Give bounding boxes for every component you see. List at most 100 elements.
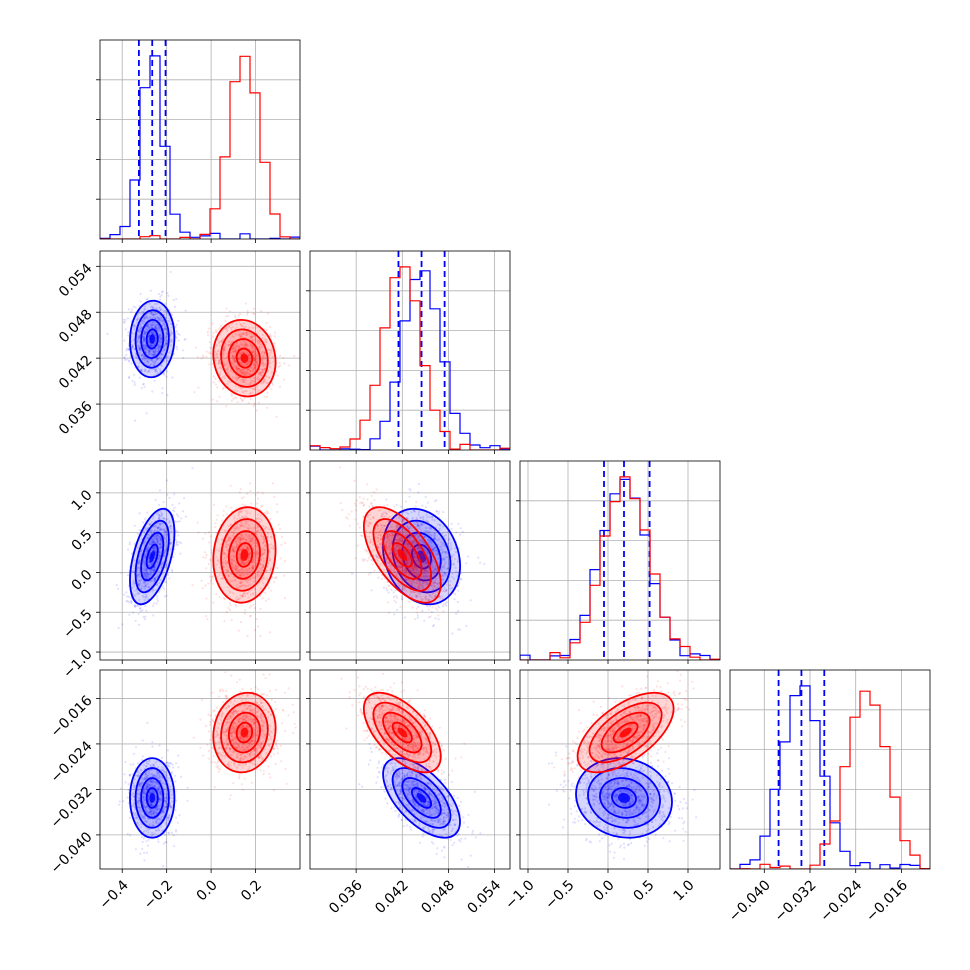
scatter-point <box>241 398 244 402</box>
scatter-point <box>160 538 163 542</box>
scatter-point <box>162 322 165 325</box>
scatter-point <box>240 335 243 338</box>
scatter-point <box>206 331 209 334</box>
scatter-point <box>158 582 161 585</box>
scatter-point <box>146 582 149 586</box>
scatter-point <box>153 577 157 580</box>
scatter-point <box>154 347 158 350</box>
scatter-point <box>145 552 148 555</box>
scatter-point <box>261 492 264 495</box>
scatter-point <box>238 538 242 541</box>
scatter-point <box>235 367 238 370</box>
scatter-point <box>262 380 265 383</box>
scatter-point <box>250 604 253 608</box>
scatter-point <box>235 586 239 589</box>
scatter-point <box>263 537 266 540</box>
scatter-point <box>255 552 258 555</box>
scatter-point <box>155 538 158 541</box>
scatter-point <box>216 355 219 358</box>
scatter-point <box>238 358 241 361</box>
scatter-point <box>232 350 235 353</box>
scatter-point <box>139 312 142 315</box>
scatter-point <box>260 343 263 346</box>
scatter-point <box>246 351 249 355</box>
scatter-point <box>212 381 215 384</box>
scatter-point <box>157 292 161 296</box>
scatter-point <box>244 585 248 588</box>
scatter-point <box>148 353 151 356</box>
scatter-point <box>226 355 229 358</box>
scatter-point <box>139 607 142 610</box>
scatter-point <box>220 368 224 371</box>
scatter-point <box>252 368 255 371</box>
scatter-point <box>260 504 264 507</box>
scatter-point <box>167 573 170 576</box>
scatter-point <box>149 571 152 574</box>
scatter-point <box>245 334 248 337</box>
scatter-point <box>161 513 164 516</box>
scatter-point <box>262 563 265 566</box>
scatter-point <box>153 577 156 581</box>
scatter-point <box>171 509 175 512</box>
scatter-point <box>178 520 181 523</box>
scatter-point <box>354 557 357 560</box>
scatter-point <box>235 547 238 550</box>
scatter-point <box>154 554 157 557</box>
scatter-point <box>244 595 247 598</box>
scatter-point <box>241 521 244 524</box>
scatter-point <box>439 555 443 558</box>
scatter-point <box>231 579 234 583</box>
scatter-point <box>437 614 440 617</box>
scatter-point <box>246 363 249 367</box>
scatter-point <box>256 549 259 553</box>
scatter-point <box>252 536 255 539</box>
scatter-point <box>175 297 178 301</box>
scatter-point <box>255 552 258 555</box>
scatter-point <box>143 368 146 371</box>
scatter-point <box>159 329 162 332</box>
scatter-point <box>280 535 283 539</box>
scatter-point <box>241 325 244 328</box>
scatter-point <box>154 362 157 365</box>
scatter-point <box>283 560 286 563</box>
scatter-point <box>153 325 157 328</box>
scatter-point <box>263 395 266 398</box>
scatter-point <box>158 553 161 557</box>
scatter-point <box>253 588 256 591</box>
scatter-point <box>149 571 152 574</box>
scatter-point <box>121 623 124 626</box>
scatter-point <box>232 335 235 338</box>
scatter-point <box>246 492 249 495</box>
scatter-point <box>394 528 397 531</box>
scatter-point <box>211 582 214 585</box>
scatter-point <box>145 327 148 330</box>
scatter-point <box>230 561 233 565</box>
scatter-point <box>157 539 160 543</box>
scatter-point <box>238 553 242 556</box>
scatter-point <box>151 588 154 591</box>
scatter-point <box>269 333 272 336</box>
scatter-point <box>151 332 154 335</box>
scatter-point <box>254 326 257 329</box>
scatter-point <box>158 515 161 518</box>
scatter-point <box>283 597 287 600</box>
scatter-point <box>392 591 395 594</box>
scatter-point <box>235 322 238 325</box>
scatter-point <box>223 345 226 348</box>
scatter-point <box>205 355 208 358</box>
scatter-point <box>251 537 254 540</box>
scatter-point <box>139 346 142 350</box>
scatter-point <box>159 528 162 531</box>
scatter-point <box>156 534 160 537</box>
scatter-point <box>233 529 236 532</box>
scatter-point <box>234 350 237 353</box>
scatter-point <box>238 372 241 375</box>
scatter-point <box>459 533 462 536</box>
scatter-point <box>217 359 220 362</box>
scatter-point <box>137 612 140 615</box>
scatter-point <box>262 557 265 560</box>
scatter-point <box>157 316 160 319</box>
scatter-point <box>246 368 249 371</box>
scatter-point <box>239 524 242 527</box>
scatter-point <box>243 592 246 595</box>
